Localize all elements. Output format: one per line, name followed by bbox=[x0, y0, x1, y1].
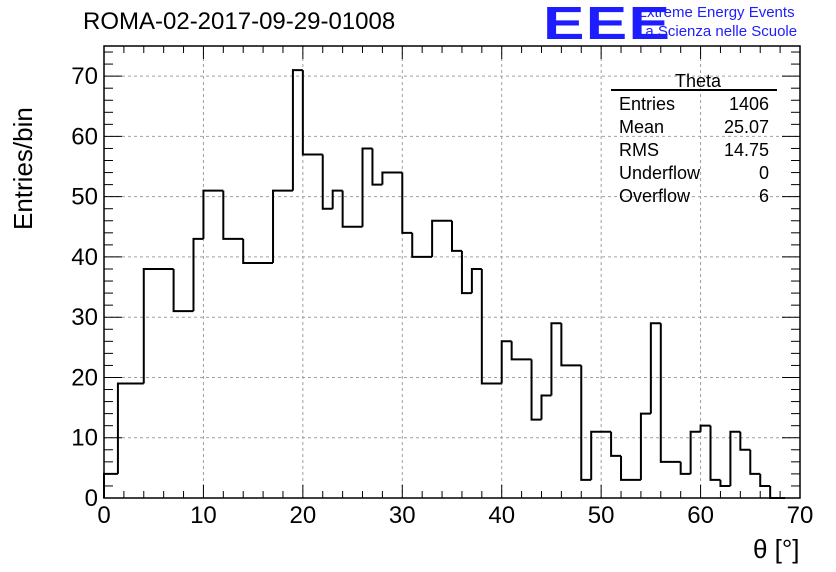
histogram-bin bbox=[192, 237, 204, 312]
histogram-bin bbox=[709, 425, 721, 481]
x-tick-label: 20 bbox=[290, 502, 317, 529]
histogram-bin bbox=[103, 472, 118, 498]
x-tick-label: 30 bbox=[389, 502, 416, 529]
stats-value: 6 bbox=[759, 186, 769, 206]
histogram-bin bbox=[620, 455, 641, 481]
histogram-bin bbox=[749, 449, 761, 475]
y-tick-label: 40 bbox=[71, 244, 98, 271]
stats-label: Underflow bbox=[619, 163, 701, 183]
stats-label: Overflow bbox=[619, 186, 691, 206]
stats-value: 1406 bbox=[729, 94, 769, 114]
histogram-bin bbox=[649, 322, 661, 414]
x-tick-label: 0 bbox=[97, 502, 110, 529]
x-tick-label: 40 bbox=[488, 502, 515, 529]
histogram-bin bbox=[729, 430, 741, 486]
histogram-bin bbox=[470, 267, 482, 294]
histogram-bin bbox=[142, 267, 174, 384]
eee-logo: EEE bbox=[543, 0, 672, 49]
histogram-bin bbox=[361, 147, 373, 227]
stats-label: Entries bbox=[619, 94, 675, 114]
histogram-bin bbox=[510, 341, 532, 361]
histogram-bin bbox=[172, 268, 194, 313]
x-tick-label: 50 bbox=[588, 502, 615, 529]
y-tick-label: 20 bbox=[71, 364, 98, 391]
histogram-bin bbox=[401, 172, 413, 234]
histogram-bin bbox=[272, 189, 293, 263]
y-tick-label: 30 bbox=[71, 304, 98, 331]
histogram-bin bbox=[202, 189, 224, 239]
x-axis-label: θ [°] bbox=[753, 534, 800, 564]
histogram-bin bbox=[431, 219, 452, 257]
stats-value: 14.75 bbox=[724, 140, 769, 160]
histogram-bin bbox=[321, 154, 333, 210]
histogram-bin bbox=[291, 69, 303, 191]
histogram-bin bbox=[460, 250, 472, 295]
y-tick-label: 10 bbox=[71, 425, 98, 452]
x-tick-label: 70 bbox=[787, 502, 814, 529]
histogram-bin bbox=[610, 431, 622, 457]
histogram-bin bbox=[381, 171, 403, 185]
histogram-bin bbox=[411, 232, 433, 258]
histogram-bin bbox=[580, 365, 592, 481]
histogram-bin bbox=[341, 190, 363, 228]
histogram-bin bbox=[371, 148, 383, 186]
chart-title: ROMA-02-2017-09-29-01008 bbox=[83, 8, 396, 35]
histogram-bin bbox=[739, 431, 751, 451]
histogram-bin bbox=[759, 473, 771, 487]
histogram-bin bbox=[639, 412, 651, 480]
histogram-bin bbox=[222, 190, 244, 240]
histogram-bin bbox=[689, 430, 701, 474]
histogram-bin bbox=[769, 485, 786, 499]
histogram-bin bbox=[699, 424, 711, 432]
stats-title: Theta bbox=[675, 71, 722, 91]
histogram-bin bbox=[331, 189, 343, 209]
histogram-bin bbox=[451, 220, 462, 252]
histogram-bin bbox=[659, 323, 681, 463]
histogram-bin bbox=[679, 461, 691, 475]
stats-value: 25.07 bbox=[724, 117, 769, 137]
histogram-bin bbox=[560, 323, 582, 367]
plot-frame bbox=[103, 45, 801, 499]
histogram-bin bbox=[719, 479, 731, 487]
logo-caption-line1: Extreme Energy Events bbox=[637, 4, 795, 21]
stats-value: 0 bbox=[759, 163, 769, 183]
histogram-bin bbox=[480, 268, 502, 385]
histogram-bin bbox=[540, 394, 552, 420]
logo-caption-line2: La Scienza nelle Scuole bbox=[637, 23, 798, 40]
histogram-bin bbox=[530, 359, 542, 421]
histogram-bin bbox=[116, 382, 144, 474]
stats-label: RMS bbox=[619, 140, 659, 160]
histogram-bin bbox=[550, 322, 562, 396]
logo-caption: Extreme Energy Events La Scienza nelle S… bbox=[637, 3, 797, 41]
histogram-bin bbox=[500, 340, 512, 384]
histogram-bin bbox=[242, 238, 274, 264]
histogram-bin bbox=[590, 430, 612, 480]
y-tick-label: 70 bbox=[71, 63, 98, 90]
x-tick-label: 60 bbox=[687, 502, 714, 529]
y-tick-label: 50 bbox=[71, 184, 98, 211]
y-tick-label: 0 bbox=[85, 485, 98, 512]
stats-label: Mean bbox=[619, 117, 664, 137]
histogram-bin bbox=[301, 70, 323, 156]
y-tick-label: 60 bbox=[71, 123, 98, 150]
x-tick-label: 10 bbox=[190, 502, 217, 529]
